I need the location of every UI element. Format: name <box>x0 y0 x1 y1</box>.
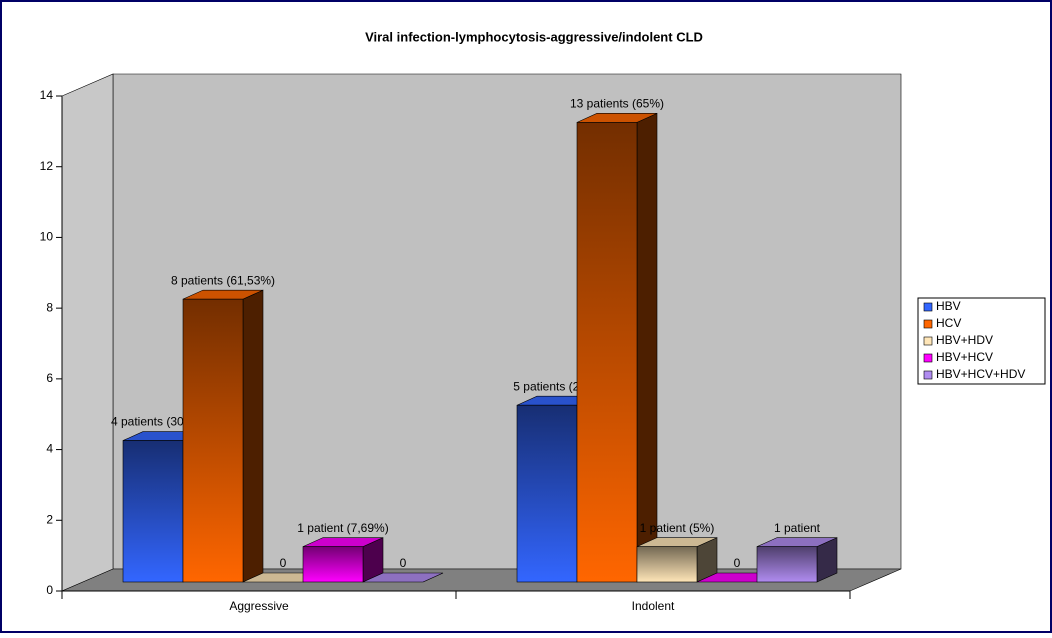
bar-front <box>636 546 698 583</box>
legend-box <box>917 297 1046 385</box>
bar <box>756 537 838 583</box>
legend-swatch <box>923 336 933 346</box>
x-tick-label: Aggressive <box>229 599 289 613</box>
data-label: 1 patient <box>774 521 821 535</box>
y-tick-label: 8 <box>46 300 53 314</box>
data-label: 0 <box>400 556 407 570</box>
bar <box>636 537 718 583</box>
bar-side <box>242 289 264 583</box>
y-tick-label: 2 <box>46 512 53 526</box>
legend-label: HBV+HDV <box>936 333 993 347</box>
y-tick-label: 12 <box>40 159 54 173</box>
y-tick-label: 4 <box>46 442 53 456</box>
bar-front <box>576 122 638 583</box>
legend-swatch <box>923 370 933 380</box>
bar-side <box>636 112 658 583</box>
bar <box>362 572 444 583</box>
legend-label: HCV <box>936 316 961 330</box>
bar-top <box>362 572 444 583</box>
y-tick-label: 10 <box>40 230 54 244</box>
x-tick-label: Indolent <box>632 599 675 613</box>
bar-front <box>122 440 184 583</box>
bar-front <box>756 546 818 583</box>
y-tick-label: 14 <box>40 88 54 102</box>
bar <box>182 289 264 583</box>
data-label: 13 patients (65%) <box>570 97 664 111</box>
chart-title: Viral infection-lymphocytosis-aggressive… <box>365 29 703 44</box>
legend-label: HBV <box>936 299 961 313</box>
bar-front <box>302 546 364 583</box>
data-label: 1 patient (5%) <box>640 521 715 535</box>
legend-swatch <box>923 319 933 329</box>
bar-front <box>516 404 578 583</box>
legend-swatch <box>923 353 933 363</box>
legend-label: HBV+HCV+HDV <box>936 367 1025 381</box>
bar <box>576 112 658 583</box>
side-wall <box>61 73 114 592</box>
y-tick-label: 0 <box>46 583 53 597</box>
data-label: 0 <box>280 556 287 570</box>
legend-label: HBV+HCV <box>936 350 993 364</box>
data-label: 0 <box>734 556 741 570</box>
bar-front <box>182 298 244 583</box>
data-label: 8 patients (61,53%) <box>171 273 275 287</box>
legend-swatch <box>923 302 933 312</box>
y-tick-label: 6 <box>46 371 53 385</box>
data-label: 1 patient (7,69%) <box>297 521 388 535</box>
bar <box>302 537 384 583</box>
